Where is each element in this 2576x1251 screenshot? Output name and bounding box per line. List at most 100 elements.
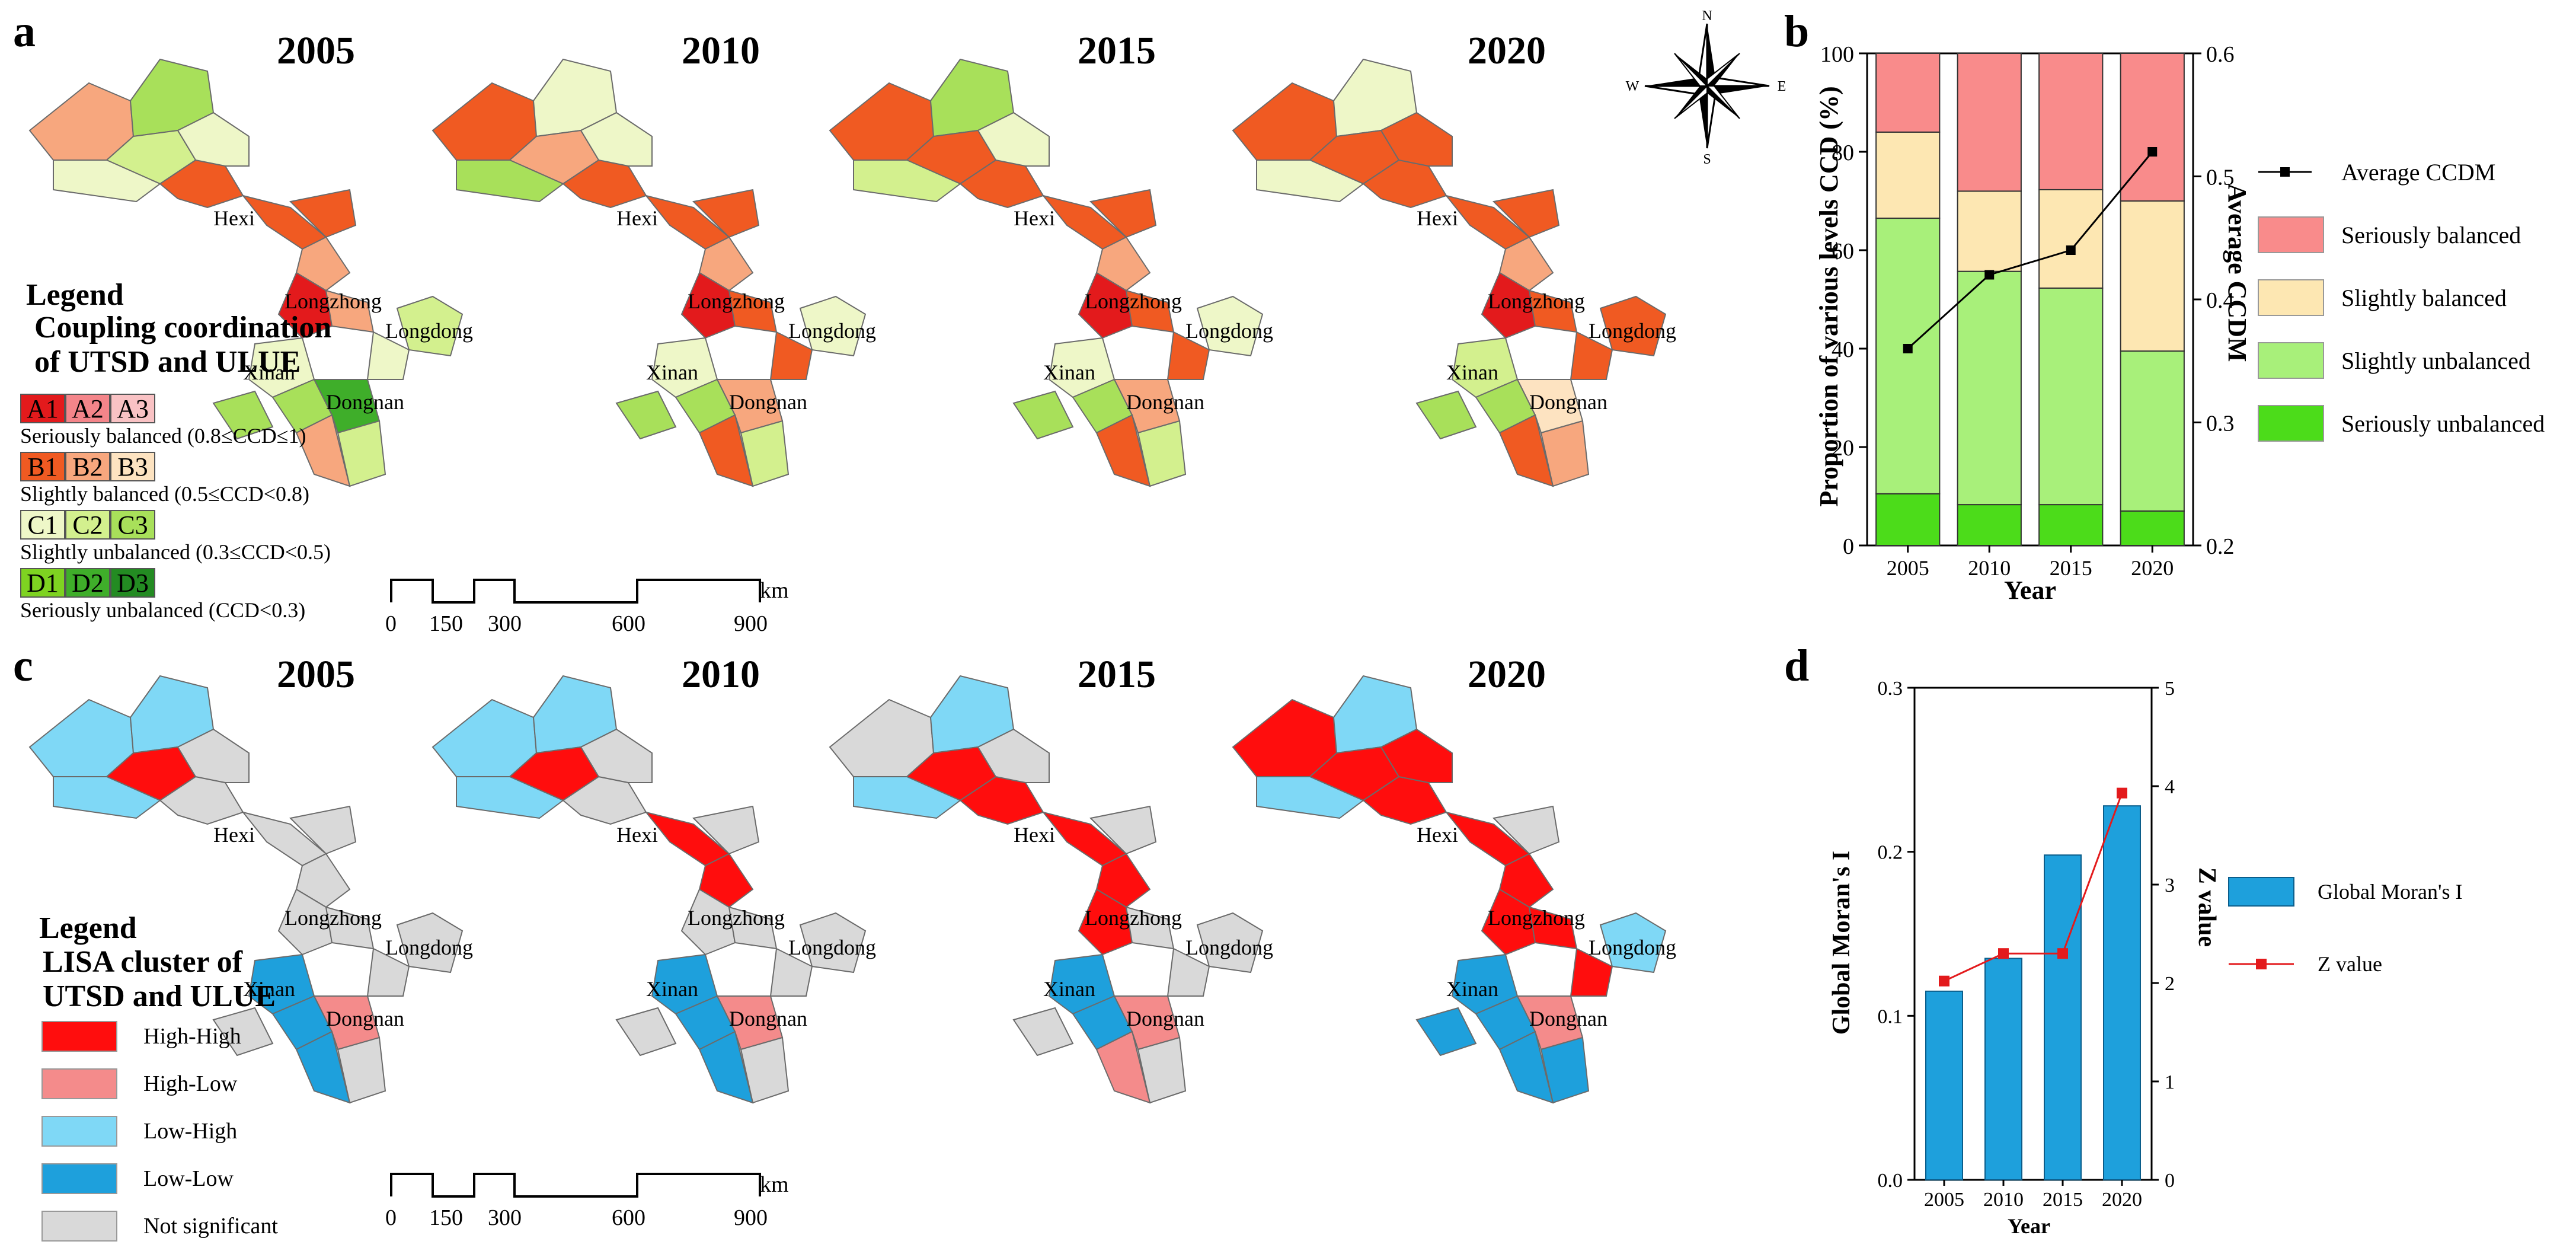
scale-bar-a-graphic bbox=[390, 579, 761, 604]
scale-c-unit: km bbox=[760, 1172, 789, 1197]
code-a2: A2 bbox=[65, 394, 110, 423]
chart-d-y2tick: 4 bbox=[2165, 776, 2175, 798]
chart-d-z-point bbox=[1998, 948, 2009, 959]
map-label-longdong: Longdong bbox=[1589, 319, 1676, 343]
map-region-nw1 bbox=[28, 698, 135, 777]
map-label-longzhong: Longzhong bbox=[688, 289, 785, 313]
chart-b-xtick: 2010 bbox=[1968, 556, 2011, 580]
legend-a-group-a: A1 A2 A3 bbox=[20, 394, 331, 423]
map-region-dn3 bbox=[295, 1030, 351, 1104]
map-region-h4 bbox=[1492, 189, 1560, 238]
map-region-lz1 bbox=[1481, 888, 1536, 956]
code-a3: A3 bbox=[110, 394, 155, 423]
code-c2: C2 bbox=[65, 510, 110, 540]
legend-a-group-c-label: Slightly unbalanced (0.3≤CCD<0.5) bbox=[20, 540, 331, 564]
chart-b-bar-segment bbox=[2038, 189, 2104, 289]
chart-b-bar-segment bbox=[1957, 190, 2022, 272]
map-region-ld2 bbox=[1166, 947, 1210, 997]
legend-a-group-d: D1 D2 D3 bbox=[20, 568, 331, 598]
map-region-h4 bbox=[1492, 805, 1560, 855]
map-label-dongnan: Dongnan bbox=[326, 390, 404, 414]
moran-bar-chart: Global Moran's I Z value Year Global Mor… bbox=[1828, 678, 2462, 1238]
map-region-ld2 bbox=[366, 331, 410, 380]
chart-d-y2label: Z value bbox=[2193, 867, 2220, 947]
map-region-ld1 bbox=[799, 912, 867, 974]
map-region-sw1 bbox=[615, 1007, 677, 1057]
code-a1: A1 bbox=[20, 394, 65, 423]
chart-d-y2tick: 2 bbox=[2165, 973, 2175, 995]
compass-rose-icon: N S E W bbox=[1626, 8, 1786, 166]
map-label-xinan: Xinan bbox=[646, 360, 698, 384]
chart-d-z-point bbox=[2117, 787, 2127, 799]
map-label-hexi: Hexi bbox=[213, 823, 255, 847]
chart-b-bar-segment bbox=[1875, 218, 1941, 494]
map-region-ld2 bbox=[1166, 331, 1210, 380]
chart-b-legend-label: Seriously unbalanced bbox=[2341, 410, 2545, 437]
chart-b-bar-segment bbox=[2120, 510, 2185, 547]
map-label-xinan: Xinan bbox=[1446, 360, 1498, 384]
map-label-longdong: Longdong bbox=[1185, 936, 1273, 959]
map-region-dn3 bbox=[698, 414, 754, 487]
compass-s: S bbox=[1703, 152, 1711, 166]
map-region-h4 bbox=[1089, 805, 1157, 855]
map-region-h5 bbox=[1498, 236, 1554, 292]
map-region-nw1 bbox=[1232, 698, 1338, 777]
map-label-hexi: Hexi bbox=[1014, 823, 1055, 847]
chart-d-z-point bbox=[1939, 975, 1949, 987]
map-label-longzhong: Longzhong bbox=[285, 906, 382, 930]
label-low-high: Low-High bbox=[143, 1119, 238, 1144]
map-label-hexi: Hexi bbox=[1417, 823, 1458, 847]
map-region-h5 bbox=[1498, 853, 1554, 908]
chart-b-ccdm-point bbox=[2066, 245, 2076, 255]
map-region-dn3 bbox=[698, 1030, 754, 1104]
chart-d-xtick: 2010 bbox=[1983, 1189, 2024, 1211]
map-label-dongnan: Dongnan bbox=[1126, 390, 1204, 414]
chart-d-y2tick: 0 bbox=[2165, 1170, 2175, 1192]
map-label-hexi: Hexi bbox=[616, 206, 658, 230]
chart-b-bar-segment bbox=[1875, 53, 1941, 133]
chart-d-y2tick: 3 bbox=[2165, 875, 2175, 896]
map-label-longdong: Longdong bbox=[788, 319, 876, 343]
chart-d-y2tick: 1 bbox=[2165, 1071, 2175, 1093]
chart-b-ytick: 40 bbox=[1832, 337, 1854, 362]
chart-b-xtick: 2005 bbox=[1887, 556, 1929, 580]
compass-n: N bbox=[1702, 8, 1712, 24]
map-region-ld1 bbox=[396, 912, 464, 974]
swatch-low-high bbox=[41, 1116, 117, 1147]
chart-b-bar-segment bbox=[1875, 493, 1941, 546]
map-region-ld2 bbox=[366, 947, 410, 997]
chart-d-legend-label: Z value bbox=[2318, 952, 2382, 976]
chart-b-bar-segment bbox=[1957, 504, 2022, 546]
map-region-nw1 bbox=[28, 82, 135, 161]
chart-b-ccdm-point bbox=[1903, 344, 1913, 353]
scale-bar-c: 0 150 300 600 900 km bbox=[373, 1168, 789, 1233]
chart-b-ytick: 100 bbox=[1820, 42, 1854, 67]
map-label-xinan: Xinan bbox=[1043, 360, 1095, 384]
chart-d-xtick: 2015 bbox=[2043, 1189, 2083, 1211]
chart-b-bar-segment bbox=[2038, 287, 2104, 506]
chart-b-ytick: 0 bbox=[1843, 534, 1854, 559]
legend-a-group-b: B1 B2 B3 bbox=[20, 452, 331, 481]
swatch-low-low bbox=[41, 1163, 117, 1194]
panel-c-year-2020: 2020 bbox=[1468, 653, 1546, 696]
map-label-hexi: Hexi bbox=[213, 206, 255, 230]
map-region-ld1 bbox=[1196, 912, 1264, 974]
label-high-low: High-Low bbox=[143, 1071, 238, 1096]
map-label-xinan: Xinan bbox=[1446, 977, 1498, 1001]
map-region-lz1 bbox=[680, 888, 736, 956]
map-region-h4 bbox=[289, 805, 357, 855]
map-region-h4 bbox=[692, 189, 760, 238]
map-label-longzhong: Longzhong bbox=[1488, 906, 1585, 930]
scale-c-tick-150: 150 bbox=[429, 1205, 463, 1230]
map-region-dn3 bbox=[1095, 1030, 1151, 1104]
chart-b-ylabel: Proportion of various levels CCD (%) bbox=[1814, 86, 1843, 506]
chart-b-ytick: 60 bbox=[1832, 239, 1854, 264]
map-label-longdong: Longdong bbox=[1589, 936, 1676, 959]
map-label-hexi: Hexi bbox=[616, 823, 658, 847]
map-region-nw1 bbox=[829, 698, 935, 777]
map-region-h5 bbox=[295, 236, 351, 292]
chart-d-y2tick: 5 bbox=[2165, 678, 2175, 700]
chart-b-y2tick: 0.4 bbox=[2206, 288, 2235, 313]
scale-c-tick-300: 300 bbox=[488, 1205, 522, 1230]
